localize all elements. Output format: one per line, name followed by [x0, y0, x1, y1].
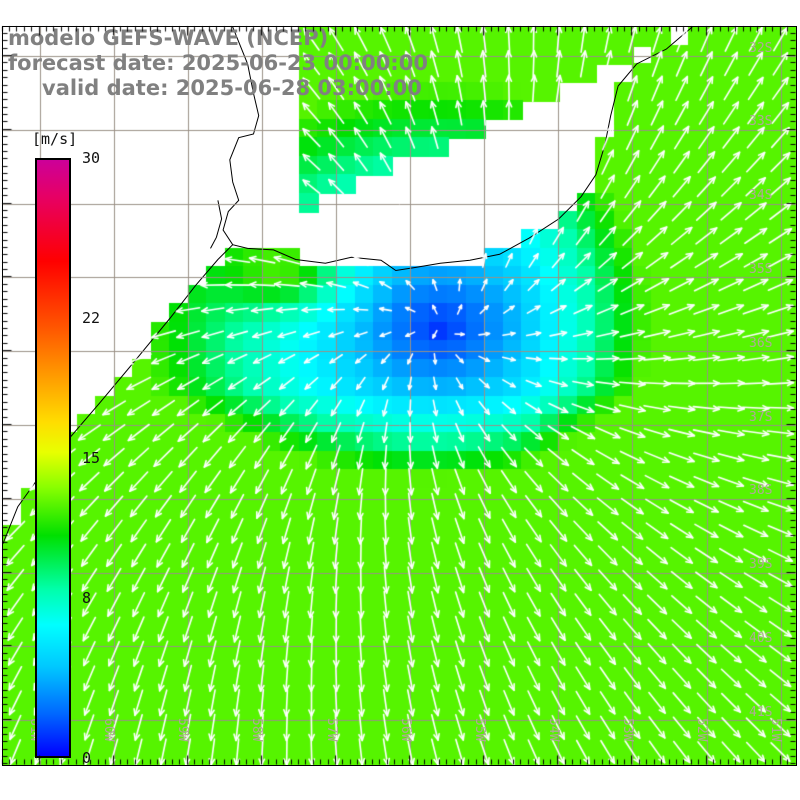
- colorbar-tick-22: 22: [82, 309, 101, 327]
- colorbar-gradient: [35, 158, 71, 758]
- colorbar-tick-8: 8: [82, 589, 92, 607]
- colorbar-tick-0: 0: [82, 749, 92, 767]
- colorbar-tick-30: 30: [82, 149, 101, 167]
- wind-vector-arrows: [3, 27, 796, 765]
- colorbar-units-label: [m/s]: [32, 130, 78, 148]
- map-plot-area[interactable]: [2, 26, 797, 766]
- colorbar-tick-15: 15: [82, 449, 101, 467]
